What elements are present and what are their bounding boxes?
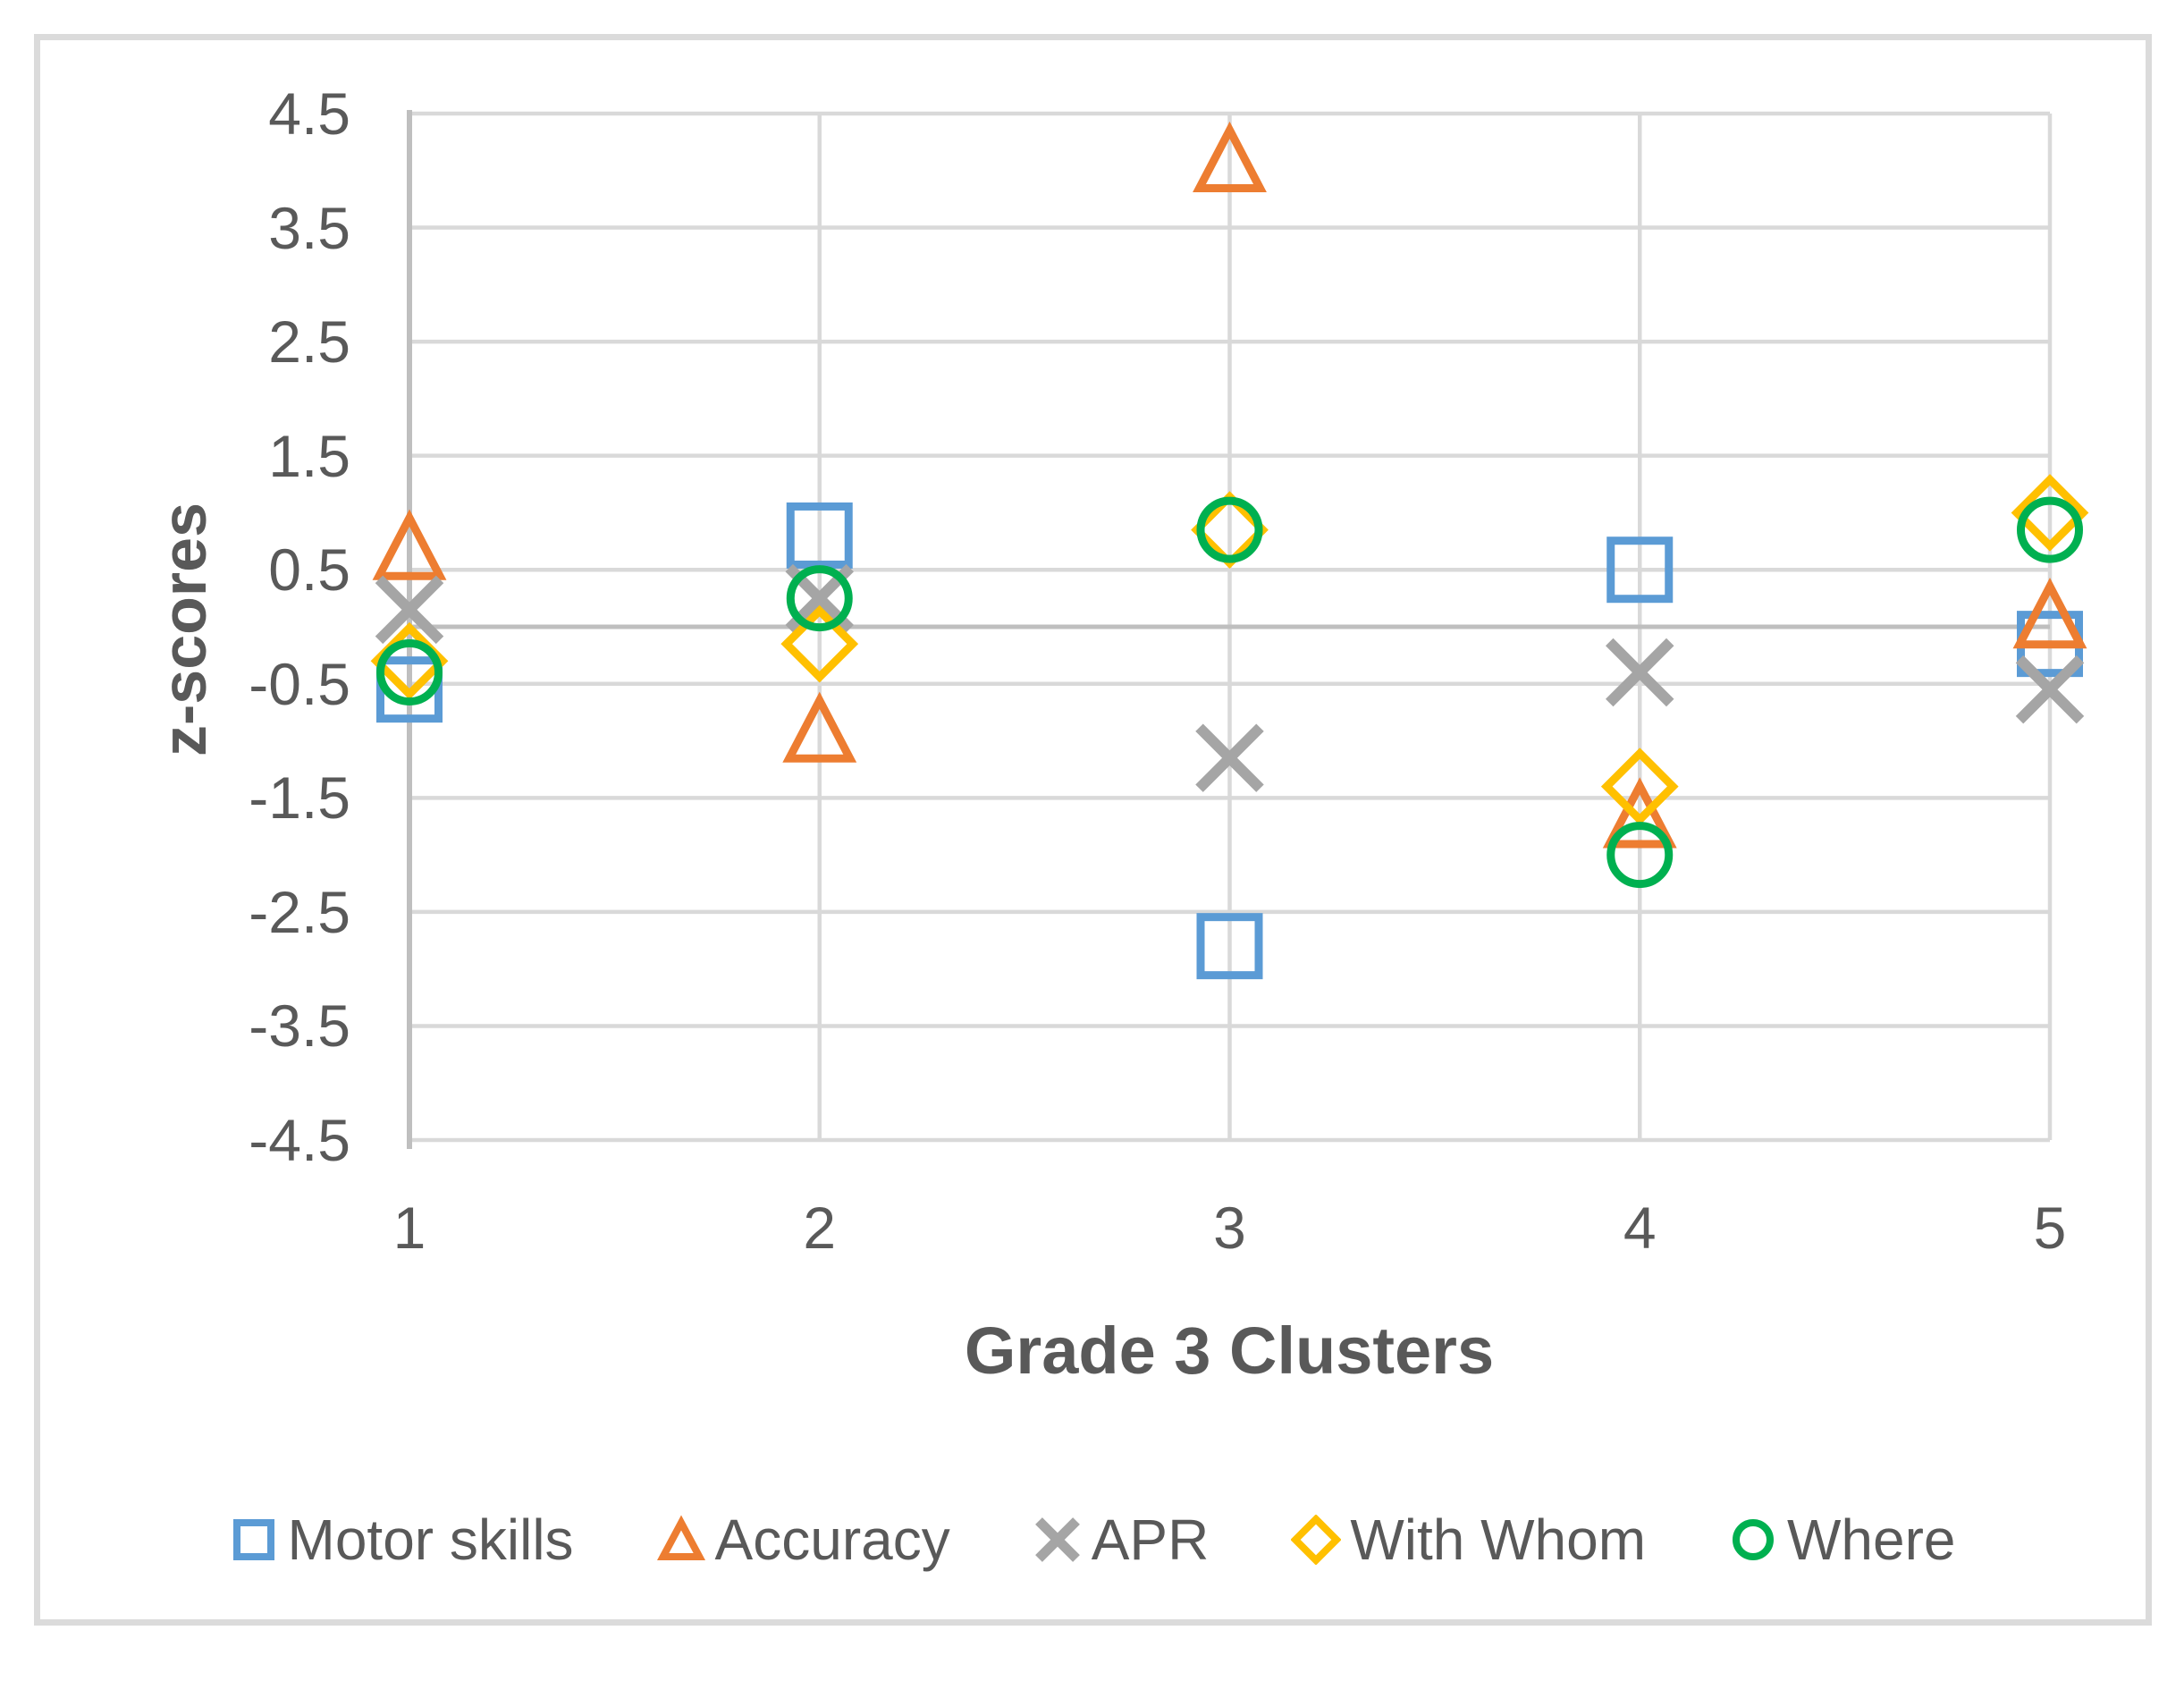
square-legend-icon: [232, 1519, 274, 1560]
data-point-marker: [780, 604, 859, 683]
legend-item-accuracy: Accuracy: [656, 1507, 950, 1573]
data-point-marker: [1034, 1517, 1080, 1562]
data-point-marker: [1602, 777, 1677, 849]
data-point-marker: [376, 656, 443, 723]
y-tick-label: -0.5: [249, 650, 350, 717]
data-point-marker: [1196, 496, 1263, 563]
data-point-marker: [2015, 655, 2085, 724]
y-tick-label: 0.5: [268, 536, 350, 604]
y-tick-label: -2.5: [249, 878, 350, 945]
x-tick-label: 2: [803, 1195, 837, 1261]
x-axis-title: Grade 3 Clusters: [964, 1314, 1495, 1388]
y-tick-label: 3.5: [268, 194, 350, 261]
y-tick-label: 1.5: [268, 422, 350, 489]
legend-item-label: With Whom: [1350, 1508, 1646, 1572]
data-point-marker: [786, 502, 853, 569]
x-tick-label: 1: [392, 1195, 426, 1261]
legend-item-label: Accuracy: [714, 1508, 950, 1572]
y-tick-label: 2.5: [268, 308, 350, 376]
y-tick-label: -3.5: [249, 993, 350, 1060]
data-point-marker: [1606, 822, 1674, 889]
circle-legend-icon: [1733, 1519, 1774, 1560]
y-tick-label: 4.5: [268, 80, 350, 147]
chart-legend: Motor skills Accuracy APR With Whom Where: [54, 1499, 2130, 1581]
x-tick-label: 3: [1213, 1195, 1246, 1261]
legend-item-motor-skills: Motor skills: [229, 1507, 574, 1573]
data-point-marker: [1606, 536, 1674, 604]
legend-item-where: Where: [1728, 1507, 1956, 1573]
data-point-marker: [782, 691, 857, 763]
diamond-legend-icon: [1291, 1515, 1342, 1565]
y-tick-label: -1.5: [249, 764, 350, 832]
series-where: [376, 496, 2083, 889]
data-point-marker: [1606, 638, 1674, 707]
y-tick-label: -4.5: [249, 1107, 350, 1173]
data-point-marker: [1193, 121, 1267, 193]
legend-item-label: Where: [1787, 1508, 1956, 1572]
data-point-marker: [375, 575, 444, 645]
figure-border: [34, 34, 2152, 1626]
triangle-legend-icon: [656, 1515, 705, 1560]
series-accuracy: [372, 121, 2087, 849]
data-point-marker: [376, 639, 443, 706]
data-point-marker: [2011, 474, 2089, 552]
data-point-marker: [786, 565, 853, 632]
data-point-marker: [2017, 496, 2083, 563]
x-tick-label: 4: [1623, 1195, 1657, 1261]
legend-item-with-whom: With Whom: [1291, 1507, 1646, 1573]
data-point-marker: [372, 509, 447, 580]
legend-item-label: Motor skills: [287, 1508, 574, 1572]
legend-item-label: APR: [1091, 1508, 1210, 1572]
legend-item-apr: APR: [1033, 1507, 1210, 1573]
data-point-marker: [2012, 578, 2087, 649]
y-axis-title: z-scores: [149, 502, 219, 757]
x-legend-icon: [1034, 1517, 1080, 1562]
data-point-marker: [232, 1519, 274, 1560]
data-point-marker: [656, 1515, 705, 1560]
data-point-marker: [1600, 748, 1679, 825]
data-point-marker: [1195, 723, 1264, 792]
data-point-marker: [1733, 1519, 1774, 1560]
data-point-marker: [1196, 913, 1263, 980]
x-tick-label: 5: [2033, 1195, 2067, 1261]
data-point-marker: [1291, 1515, 1342, 1565]
